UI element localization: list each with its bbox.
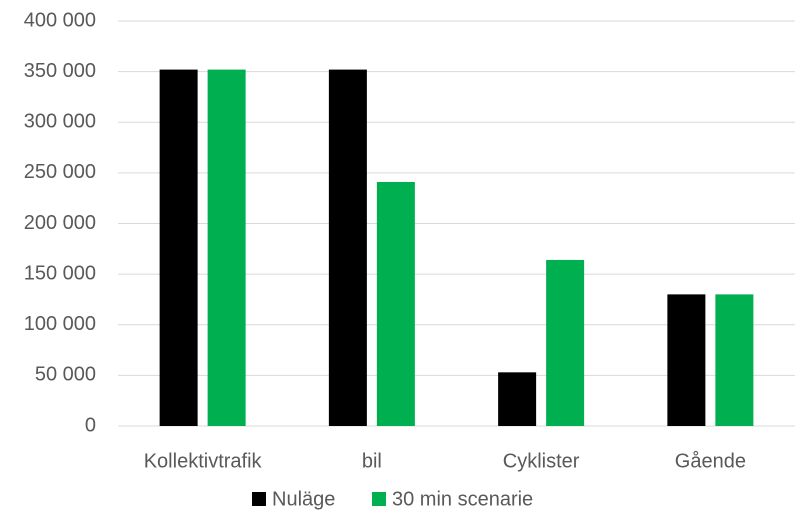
legend-swatch bbox=[372, 492, 386, 506]
y-tick-label: 50 000 bbox=[35, 364, 96, 386]
y-tick-label: 250 000 bbox=[24, 161, 96, 183]
y-tick-label: 200 000 bbox=[24, 212, 96, 234]
bar bbox=[498, 372, 537, 426]
bar bbox=[328, 69, 367, 426]
x-tick-label: Cyklister bbox=[503, 450, 580, 472]
legend-label: Nuläge bbox=[272, 488, 335, 510]
y-tick-label: 150 000 bbox=[24, 262, 96, 284]
legend-label: 30 min scenarie bbox=[392, 488, 533, 510]
y-tick-label: 0 bbox=[85, 414, 96, 436]
y-tick-label: 300 000 bbox=[24, 111, 96, 133]
bar bbox=[715, 294, 754, 426]
y-tick-label: 350 000 bbox=[24, 60, 96, 82]
bar bbox=[376, 181, 415, 426]
y-tick-label: 100 000 bbox=[24, 313, 96, 335]
bar bbox=[667, 294, 706, 426]
x-tick-label: bil bbox=[362, 450, 382, 472]
x-tick-label: Gående bbox=[675, 450, 746, 472]
legend-swatch bbox=[252, 492, 266, 506]
bar bbox=[207, 69, 246, 426]
bar bbox=[159, 69, 198, 426]
y-tick-label: 400 000 bbox=[24, 9, 96, 31]
x-tick-label: Kollektivtrafik bbox=[144, 450, 263, 472]
bar bbox=[546, 259, 585, 426]
